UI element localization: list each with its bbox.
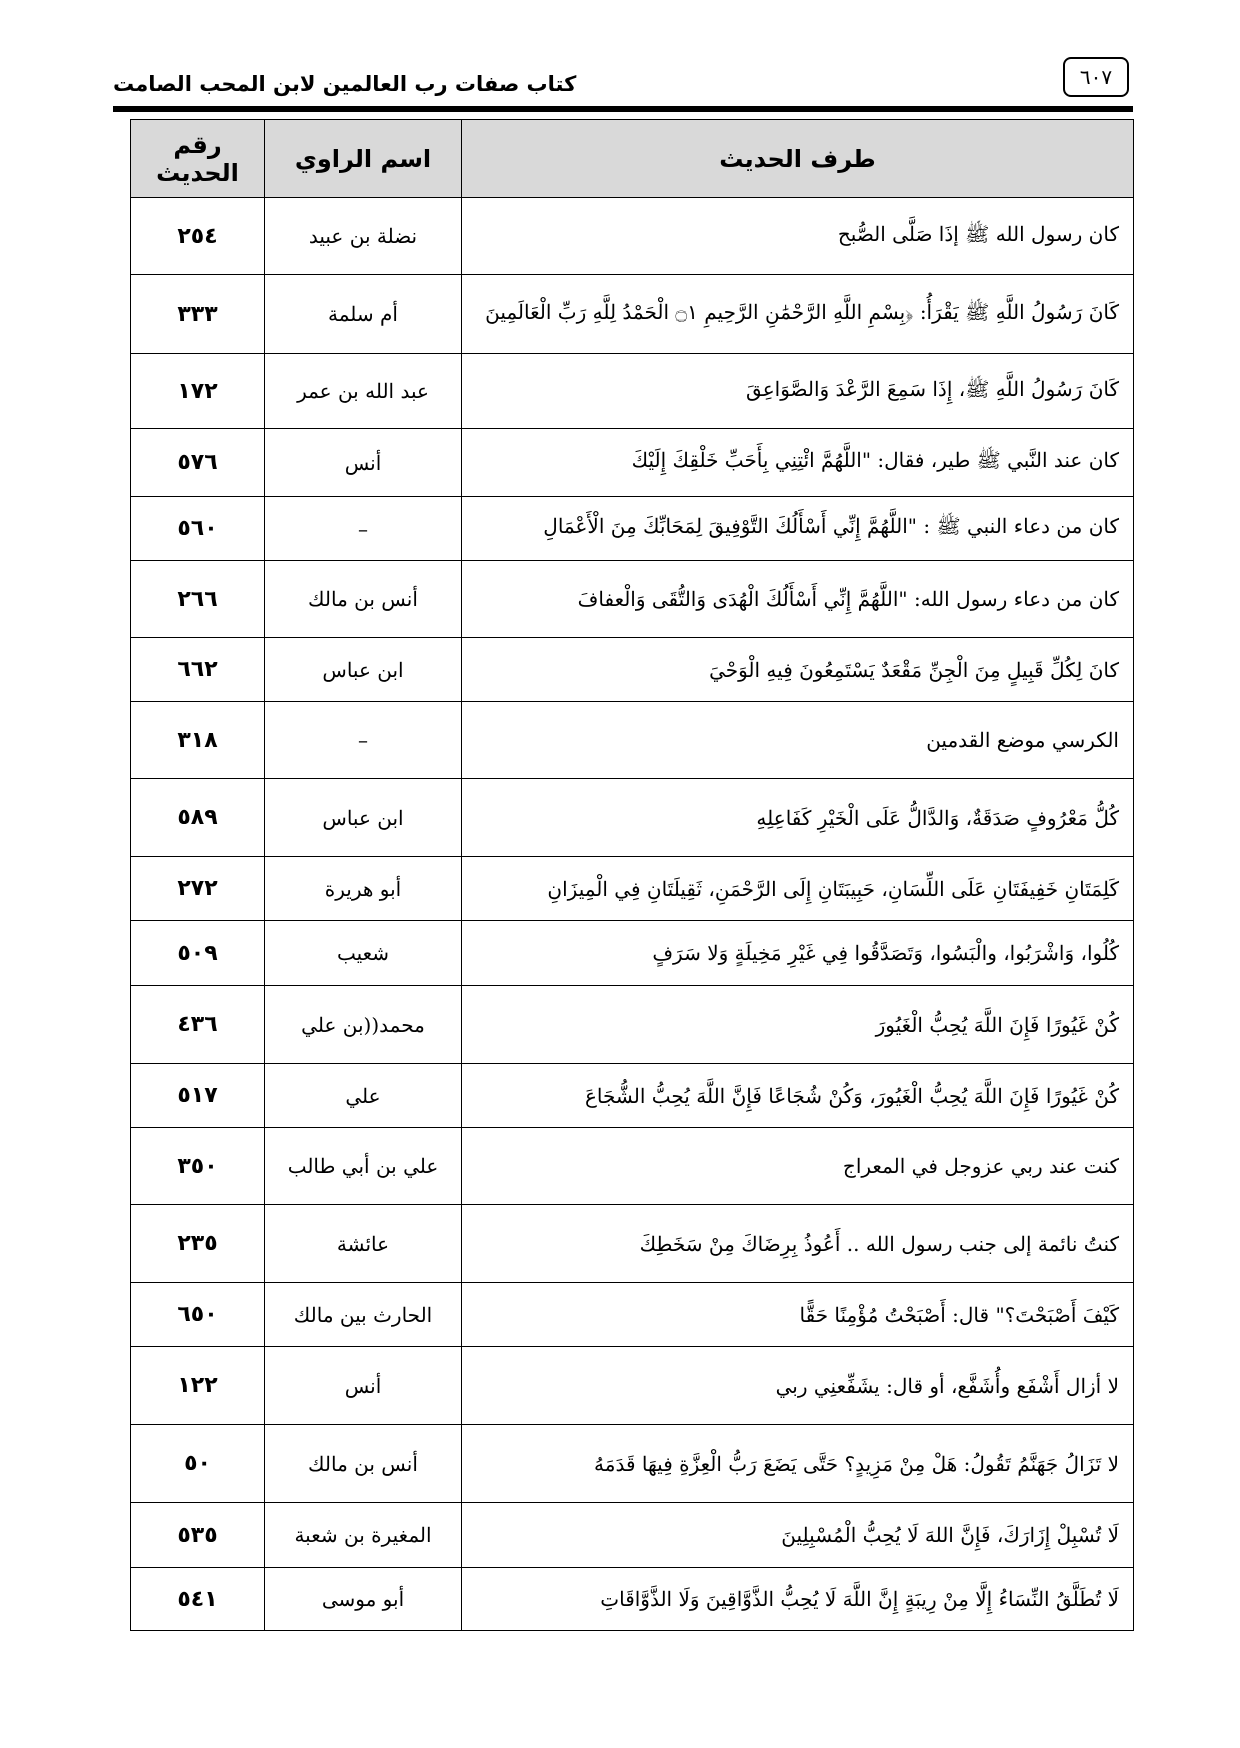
hadith-text-cell: كان من دعاء النبي ﷺ : "اللَّهُمَّ إِنِّي… — [461, 496, 1134, 561]
column-header-hadith: طرف الحديث — [461, 119, 1134, 198]
narrator-cell: أبو هريرة — [264, 856, 462, 921]
hadith-text-cell: كُنْ غَيُورًا فَإِنَ اللَّهَ يُحِبُّ الْ… — [461, 985, 1134, 1064]
table-row: كان من دعاء رسول الله: "اللَّهُمَّ إِنِّ… — [130, 560, 1134, 638]
narrator-cell: أنس بن مالك — [264, 560, 462, 638]
hadith-number-cell: ٥٠٩ — [130, 920, 265, 986]
table-row: كَانَ رَسُولُ اللَّهِ ﷺ يَقْرَأُ: ﴿بِسْم… — [130, 274, 1134, 354]
hadith-text-cell: لا أزال أَشْفَع وأُشَفَّع، أو قال: يشَفِ… — [461, 1346, 1134, 1425]
table-row: كان من دعاء النبي ﷺ : "اللَّهُمَّ إِنِّي… — [130, 496, 1134, 561]
table-row: كان رسول الله ﷺ إذَا صَلَّى الصُّبح نضلة … — [130, 197, 1134, 275]
header-rule — [113, 106, 1133, 112]
hadith-number-cell: ١٧٢ — [130, 353, 265, 429]
narrator-cell: أنس — [264, 1346, 462, 1425]
narrator-cell: نضلة بن عبيد — [264, 197, 462, 275]
hadith-number-cell: ٦٦٢ — [130, 637, 265, 702]
narrator-cell: عبد الله بن عمر — [264, 353, 462, 429]
column-header-narrator: اسم الراوي — [264, 119, 462, 198]
hadith-number-cell: ٢٥٤ — [130, 197, 265, 275]
hadith-number-cell: ٥٤١ — [130, 1567, 265, 1631]
table-row: لا تَزَالُ جَهَنَّمُ تَقُولُ: هَلْ مِنْ … — [130, 1424, 1134, 1503]
table-row: كَانَ رَسُولُ اللَّهِ ﷺ، إِذَا سَمِعَ ال… — [130, 353, 1134, 429]
hadith-text-cell: كُنْ غَيُورًا فَإِنَ اللَّهَ يُحِبُّ الْ… — [461, 1063, 1134, 1128]
hadith-number-cell: ٥٨٩ — [130, 778, 265, 857]
hadith-number-cell: ١٢٢ — [130, 1346, 265, 1425]
hadith-number-cell: ٦٥٠ — [130, 1282, 265, 1347]
table-row: كَيْفَ أَصْبَحْتَ؟" قال: أَصْبَحْتُ مُؤْ… — [130, 1282, 1134, 1347]
hadith-number-cell: ٤٣٦ — [130, 985, 265, 1064]
hadith-text-cell: كَيْفَ أَصْبَحْتَ؟" قال: أَصْبَحْتُ مُؤْ… — [461, 1282, 1134, 1347]
hadith-text-cell: كان عند النَّبي ﷺ طير، فقال: "اللَّهُمَّ… — [461, 428, 1134, 497]
hadith-text-cell: كَانَ رَسُولُ اللَّهِ ﷺ، إِذَا سَمِعَ ال… — [461, 353, 1134, 429]
narrator-cell: علي بن أبي طالب — [264, 1127, 462, 1205]
narrator-cell: – — [264, 701, 462, 779]
narrator-cell: ابن عباس — [264, 637, 462, 702]
hadith-text-cell: كَلِمَتَانِ خَفِيفَتَانِ عَلَى اللِّسَان… — [461, 856, 1134, 921]
narrator-cell: شعيب — [264, 920, 462, 986]
hadith-index-table: طرف الحديث اسم الراوي رقم الحديث كان رسو… — [130, 119, 1134, 1631]
hadith-text-cell: لَا تُسْبِلْ إِزَارَكَ، فَإِنَّ اللهَ لَ… — [461, 1502, 1134, 1568]
hadith-text-cell: لَا تُطَلَّقُ النِّسَاءُ إِلَّا مِنْ رِي… — [461, 1567, 1134, 1631]
hadith-text-cell: لا تَزَالُ جَهَنَّمُ تَقُولُ: هَلْ مِنْ … — [461, 1424, 1134, 1503]
narrator-cell: ابن عباس — [264, 778, 462, 857]
table-row: كانَ لِكُلِّ قَبِيلٍ مِنَ الْجِنِّ مَقْع… — [130, 637, 1134, 702]
table-row: لا أزال أَشْفَع وأُشَفَّع، أو قال: يشَفِ… — [130, 1346, 1134, 1425]
hadith-number-cell: ٥٠ — [130, 1424, 265, 1503]
narrator-cell: عائشة — [264, 1204, 462, 1283]
narrator-cell: أبو موسى — [264, 1567, 462, 1631]
narrator-cell: الحارث بين مالك — [264, 1282, 462, 1347]
table-row: كنت عند ربي عزوجل في المعراج علي بن أبي ط… — [130, 1127, 1134, 1205]
table-row: الكرسي موضع القدمين –٣١٨ — [130, 701, 1134, 779]
hadith-number-cell: ٢٦٦ — [130, 560, 265, 638]
column-header-number: رقم الحديث — [130, 119, 265, 198]
table-row: كُنْ غَيُورًا فَإِنَ اللَّهَ يُحِبُّ الْ… — [130, 985, 1134, 1064]
book-title: كتاب صفات رب العالمين لابن المحب الصامت — [113, 72, 577, 96]
hadith-number-cell: ٣١٨ — [130, 701, 265, 779]
hadith-number-cell: ٣٥٠ — [130, 1127, 265, 1205]
hadith-number-cell: ٣٣٣ — [130, 274, 265, 354]
hadith-text-cell: كُلُّ مَعْرُوفٍ صَدَقَةٌ، وَالدَّالُّ عَ… — [461, 778, 1134, 857]
table-row: كان عند النَّبي ﷺ طير، فقال: "اللَّهُمَّ… — [130, 428, 1134, 497]
hadith-text-cell: كُلُوا، وَاشْرَبُوا، والْبَسُوا، وَتَصَد… — [461, 920, 1134, 986]
page-number: ٦٠٧ — [1063, 57, 1129, 97]
hadith-text-cell: كنتُ نائمة إلى جنب رسول الله .. أَعُوذُ … — [461, 1204, 1134, 1283]
narrator-cell: علي — [264, 1063, 462, 1128]
narrator-cell: محمد((بن علي — [264, 985, 462, 1064]
hadith-text-cell: كنت عند ربي عزوجل في المعراج — [461, 1127, 1134, 1205]
hadith-number-cell: ٥٧٦ — [130, 428, 265, 497]
hadith-number-cell: ٥١٧ — [130, 1063, 265, 1128]
table-row: كُلُّ مَعْرُوفٍ صَدَقَةٌ، وَالدَّالُّ عَ… — [130, 778, 1134, 857]
hadith-text-cell: الكرسي موضع القدمين — [461, 701, 1134, 779]
narrator-cell: أنس — [264, 428, 462, 497]
table-row: كنتُ نائمة إلى جنب رسول الله .. أَعُوذُ … — [130, 1204, 1134, 1283]
table-header-row: طرف الحديث اسم الراوي رقم الحديث — [130, 119, 1134, 198]
narrator-cell: – — [264, 496, 462, 561]
narrator-cell: أم سلمة — [264, 274, 462, 354]
table-row: كَلِمَتَانِ خَفِيفَتَانِ عَلَى اللِّسَان… — [130, 856, 1134, 921]
narrator-cell: أنس بن مالك — [264, 1424, 462, 1503]
table-row: لَا تُسْبِلْ إِزَارَكَ، فَإِنَّ اللهَ لَ… — [130, 1502, 1134, 1568]
hadith-text-cell: كان رسول الله ﷺ إذَا صَلَّى الصُّبح — [461, 197, 1134, 275]
hadith-number-cell: ٢٣٥ — [130, 1204, 265, 1283]
hadith-text-cell: كانَ لِكُلِّ قَبِيلٍ مِنَ الْجِنِّ مَقْع… — [461, 637, 1134, 702]
hadith-number-cell: ٥٣٥ — [130, 1502, 265, 1568]
table-row: لَا تُطَلَّقُ النِّسَاءُ إِلَّا مِنْ رِي… — [130, 1567, 1134, 1631]
hadith-text-cell: كَانَ رَسُولُ اللَّهِ ﷺ يَقْرَأُ: ﴿بِسْم… — [461, 274, 1134, 354]
hadith-text-cell: كان من دعاء رسول الله: "اللَّهُمَّ إِنِّ… — [461, 560, 1134, 638]
table-row: كُنْ غَيُورًا فَإِنَ اللَّهَ يُحِبُّ الْ… — [130, 1063, 1134, 1128]
hadith-number-cell: ٥٦٠ — [130, 496, 265, 561]
narrator-cell: المغيرة بن شعبة — [264, 1502, 462, 1568]
hadith-number-cell: ٢٧٢ — [130, 856, 265, 921]
table-row: كُلُوا، وَاشْرَبُوا، والْبَسُوا، وَتَصَد… — [130, 920, 1134, 986]
